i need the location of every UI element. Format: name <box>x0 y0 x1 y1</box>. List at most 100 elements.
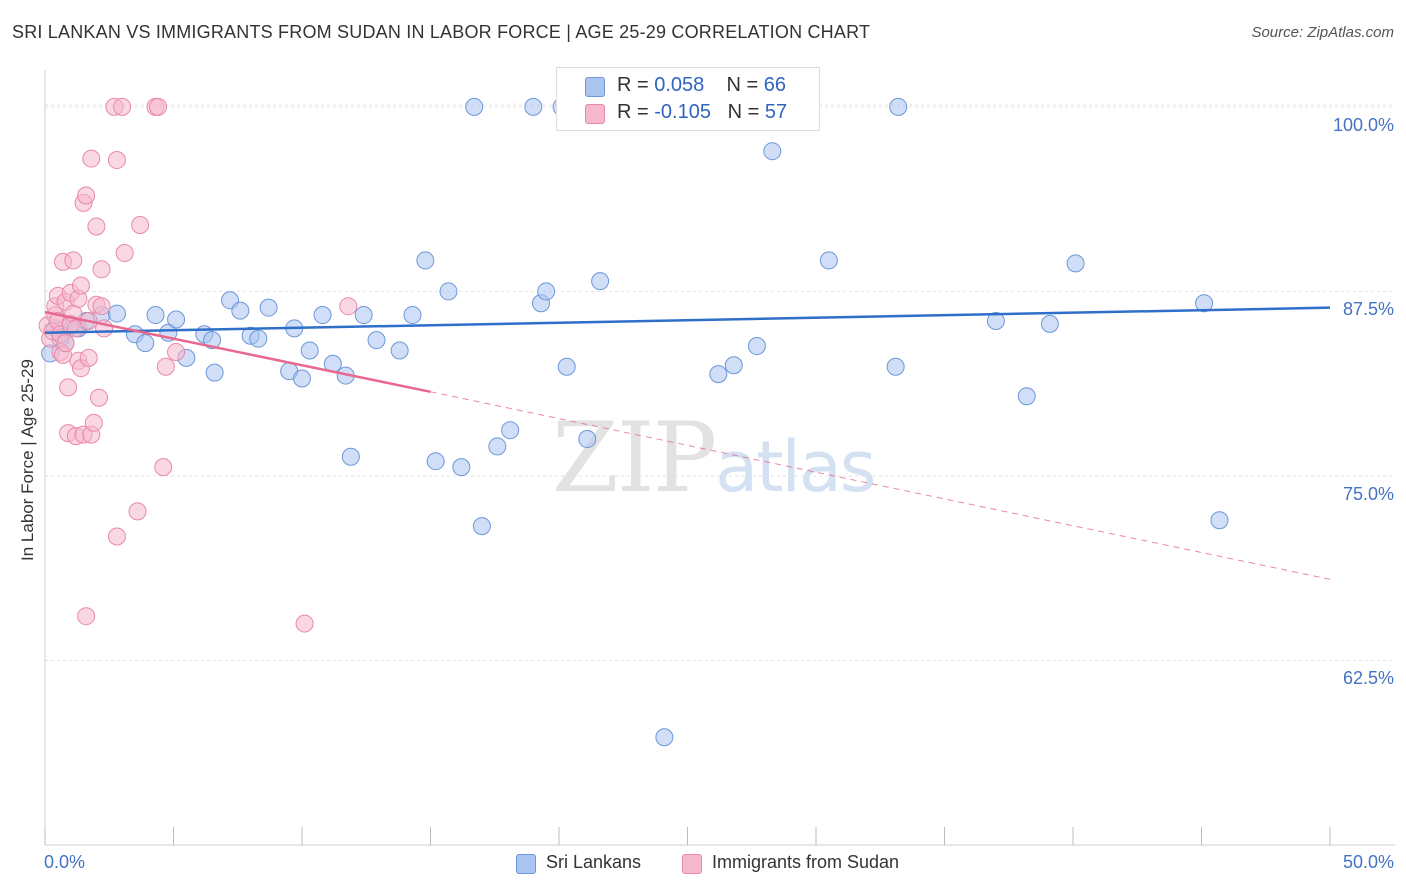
correlation-legend: R = 0.058 N = 66 R = -0.105 N = 57 <box>556 67 820 131</box>
point-s1-18 <box>64 251 83 270</box>
point-s0-51 <box>655 728 674 747</box>
point-s0-21 <box>249 329 268 348</box>
r-label: R = <box>617 101 655 123</box>
y-tick-label-1: 75.0% <box>1342 483 1394 504</box>
legend-swatch-sri-lankans <box>585 77 605 97</box>
point-s0-25 <box>293 369 311 388</box>
point-s0-64 <box>1210 511 1229 530</box>
point-s1-24 <box>71 276 90 295</box>
point-s0-38 <box>452 458 471 477</box>
legend-text: R = -0.105 N = 57 <box>617 101 787 124</box>
point-s0-34 <box>403 306 422 325</box>
point-s1-43 <box>113 97 132 116</box>
point-s0-55 <box>763 142 782 161</box>
point-s0-40 <box>472 517 491 536</box>
point-s0-58 <box>889 97 908 116</box>
trend-extension-immigrants-sudan <box>430 391 1331 580</box>
legend-text: R = 0.058 N = 66 <box>617 74 786 97</box>
legend-swatch-immigrants-sudan <box>682 854 702 874</box>
point-s1-45 <box>128 502 147 521</box>
r-value: 0.058 <box>654 74 705 96</box>
point-s1-42 <box>107 151 126 170</box>
y-tick-label-0: 62.5% <box>1342 668 1394 689</box>
point-s0-63 <box>1195 294 1214 313</box>
n-value: 66 <box>763 74 787 96</box>
point-s0-43 <box>524 97 543 116</box>
point-s0-11 <box>146 306 165 325</box>
point-s1-48 <box>149 97 168 116</box>
x-tick-label-1: 50.0% <box>1342 852 1394 872</box>
legend-label: Immigrants from Sudan <box>712 852 900 872</box>
point-s1-44 <box>115 244 134 263</box>
chart-title: SRI LANKAN VS IMMIGRANTS FROM SUDAN IN L… <box>12 22 871 42</box>
point-s0-57 <box>886 357 905 376</box>
point-s1-49 <box>154 458 173 477</box>
r-label: R = <box>617 74 655 96</box>
point-s1-46 <box>131 216 150 234</box>
point-s0-27 <box>313 306 332 325</box>
point-s0-22 <box>259 298 278 317</box>
point-s0-45 <box>537 282 556 301</box>
trend-line-immigrants-sudan <box>44 310 431 394</box>
point-s1-50 <box>156 357 175 376</box>
point-s0-39 <box>465 97 484 116</box>
axes <box>44 70 1395 846</box>
legend-label: Sri Lankans <box>546 852 642 872</box>
point-s0-17 <box>205 363 224 382</box>
point-s1-28 <box>77 607 96 626</box>
point-s0-13 <box>167 310 186 329</box>
point-s1-36 <box>89 388 108 407</box>
x-tick-label-0: 0.0% <box>44 852 86 872</box>
data-points <box>38 97 1229 747</box>
point-s1-14 <box>59 378 78 397</box>
point-s0-8 <box>107 304 126 323</box>
watermark: ZIPatlas <box>552 402 876 514</box>
y-axis-label: In Labor Force | Age 25-29 <box>18 359 37 561</box>
point-s0-10 <box>136 334 155 353</box>
point-s1-38 <box>92 260 111 279</box>
trend-lines <box>44 306 1331 580</box>
legend-swatch-immigrants-sudan <box>585 104 605 124</box>
point-s1-53 <box>295 614 314 633</box>
source-label: Source: ZipAtlas.com <box>1251 24 1394 41</box>
n-label: N = <box>727 101 765 123</box>
point-s1-37 <box>92 297 111 316</box>
point-s0-33 <box>390 341 409 360</box>
point-s0-52 <box>709 365 728 384</box>
watermark-atlas: atlas <box>715 426 876 508</box>
point-s0-54 <box>747 337 766 356</box>
n-label: N = <box>726 74 764 96</box>
point-s1-41 <box>107 527 126 546</box>
point-s0-61 <box>1040 314 1059 333</box>
point-s0-42 <box>501 421 520 440</box>
point-s0-35 <box>416 251 435 270</box>
point-s0-48 <box>578 430 597 449</box>
point-s0-53 <box>724 356 743 375</box>
series-legend: Sri Lankans Immigrants from Sudan <box>0 852 1406 876</box>
point-s0-31 <box>354 306 373 325</box>
point-s0-62 <box>1066 254 1085 273</box>
point-s0-30 <box>341 447 360 466</box>
trend-line-sri-lankans <box>44 306 1331 335</box>
point-s0-60 <box>1017 387 1036 406</box>
y-tick-label-3: 100.0% <box>1332 114 1394 135</box>
watermark-zip: ZIP <box>552 402 717 514</box>
point-s1-30 <box>79 348 98 367</box>
point-s0-47 <box>557 357 576 376</box>
point-s0-59 <box>986 311 1005 330</box>
point-s0-37 <box>439 282 458 301</box>
point-s0-32 <box>367 331 386 350</box>
point-s1-11 <box>56 334 75 353</box>
point-s1-27 <box>77 186 96 205</box>
point-s0-56 <box>819 251 838 270</box>
legend-swatch-sri-lankans <box>516 854 536 874</box>
y-tick-label-2: 87.5% <box>1342 299 1394 320</box>
point-s0-26 <box>300 341 319 360</box>
point-s0-19 <box>231 301 250 320</box>
point-s0-36 <box>426 452 445 471</box>
point-s1-33 <box>84 413 103 432</box>
point-s1-52 <box>339 297 358 316</box>
point-s1-34 <box>87 217 106 236</box>
n-value: 57 <box>764 101 788 123</box>
